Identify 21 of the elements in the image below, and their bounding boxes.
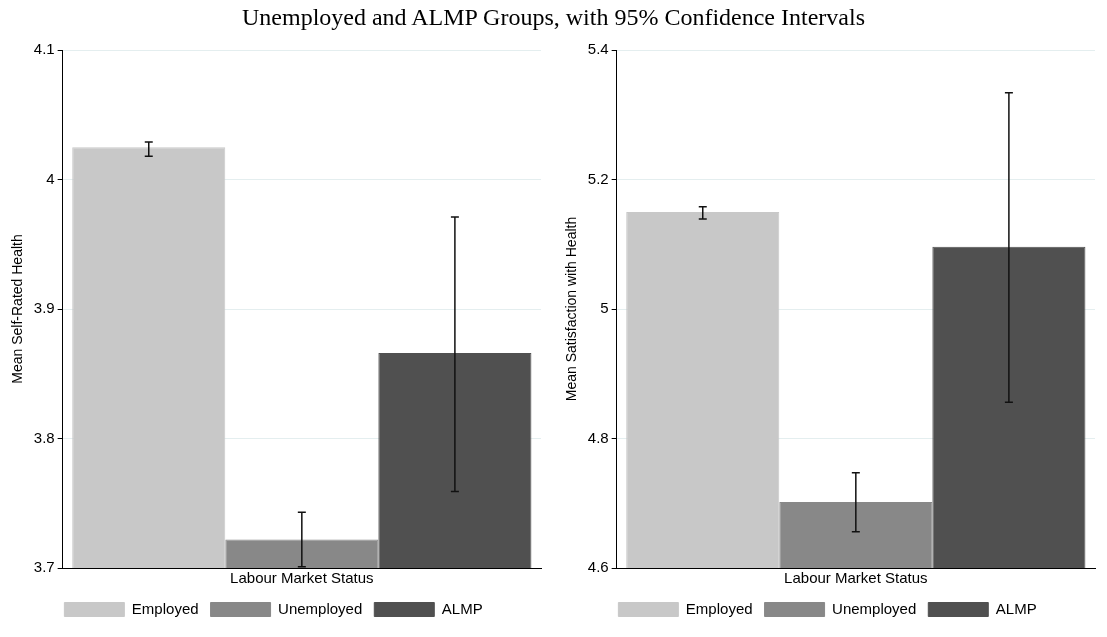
y-tick-label: 3.8 — [33, 428, 55, 446]
y-tick-label: 5 — [600, 299, 609, 317]
legend-label: Unemployed — [832, 599, 917, 617]
y-axis-title: Mean Satisfaction with Health — [563, 216, 580, 402]
x-axis-title: Labour Market Status — [784, 569, 928, 587]
chart-title: Unemployed and ALMP Groups, with 95% Confidence Intervals — [241, 4, 866, 31]
y-tick-label: 4.8 — [587, 428, 609, 446]
x-axis-title: Labour Market Status — [230, 569, 374, 587]
y-tick-label: 4 — [46, 169, 55, 187]
legend-label: Employed — [131, 599, 199, 617]
y-tick-label: 3.9 — [33, 299, 55, 317]
legend-label: ALMP — [995, 599, 1037, 617]
legend-label: Employed — [685, 599, 753, 617]
y-tick-label: 4.6 — [587, 558, 609, 576]
legend-label: Unemployed — [278, 599, 363, 617]
y-tick-label: 3.7 — [33, 558, 55, 576]
y-tick-label: 5.4 — [587, 40, 609, 58]
y-tick-label: 5.2 — [587, 169, 609, 187]
legend-label: ALMP — [441, 599, 483, 617]
y-axis-title: Mean Self-Rated Health — [9, 234, 26, 384]
y-tick-label: 4.1 — [33, 40, 55, 58]
